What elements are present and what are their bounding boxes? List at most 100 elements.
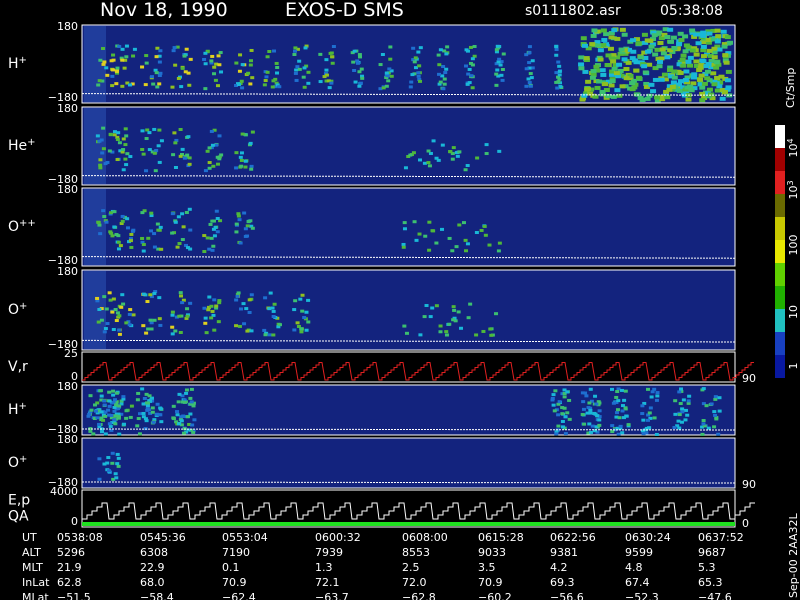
spectrum-cell [247, 310, 252, 314]
spectrum-cell [144, 61, 149, 65]
spectrum-cell [647, 411, 652, 415]
spectrum-cell [191, 401, 196, 405]
date: Nov 18, 1990 [100, 0, 228, 21]
spectrum-cell [96, 409, 101, 413]
spectrum-cell [183, 243, 188, 247]
spectrum-cell [692, 48, 699, 53]
spectrum-cell [116, 131, 121, 135]
spectrum-cell [157, 60, 162, 64]
spectrum-cell [243, 133, 248, 137]
spectrum-cell [664, 55, 671, 60]
spectrum-cell [267, 49, 272, 53]
spectrum-cell [597, 409, 602, 413]
spectrum-cell [552, 409, 557, 413]
spectrum-cell [294, 78, 299, 82]
spectrum-cell [645, 418, 650, 422]
spectrum-cell [357, 70, 362, 74]
spectrum-cell [272, 49, 277, 53]
spectrum-cell [613, 428, 618, 432]
right-label: 0 [742, 517, 749, 530]
spectrum-cell [635, 41, 642, 46]
spectrum-cell [416, 71, 421, 75]
spectrum-cell [700, 33, 707, 38]
spectrum-cell [623, 406, 628, 410]
spectrum-cell [642, 40, 649, 45]
spectrum-cell [124, 321, 129, 325]
spectrum-cell [723, 60, 730, 65]
spectrum-cell [642, 70, 649, 75]
spectrum-cell [384, 84, 389, 88]
spectrum-cell [645, 49, 652, 54]
spectrum-cell [298, 297, 303, 301]
spectrum-cell [556, 60, 561, 64]
spectrum-cell [329, 81, 334, 85]
spectrum-cell [711, 62, 718, 67]
spectrum-cell [601, 37, 608, 42]
y-bottom-label: −180 [48, 476, 78, 489]
spectrum-cell [274, 61, 279, 65]
spectrum-cell [135, 398, 140, 402]
spectrum-cell [442, 82, 447, 86]
spectrum-cell [192, 418, 197, 422]
spectrum-cell [715, 62, 722, 67]
spectrum-cell [597, 418, 602, 422]
spectrum-cell [688, 88, 695, 93]
spectrum-cell [108, 424, 113, 428]
spectrum-cell [182, 156, 187, 160]
spectrum-cell [597, 423, 602, 427]
spectrum-cell [140, 240, 145, 244]
spectrum-cell [670, 80, 677, 85]
spectrum-cell [242, 322, 247, 326]
spectrum-cell [121, 148, 126, 152]
spectrum-cell [687, 55, 694, 60]
spectrum-cell [236, 214, 241, 218]
spectrum-cell [527, 66, 532, 70]
spectrum-cell [262, 83, 267, 87]
spectrum-cell [235, 293, 240, 297]
spectrum-cell [700, 63, 707, 68]
spectrum-cell [613, 71, 620, 76]
spectrum-cell [97, 477, 102, 481]
spectrum-cell [614, 415, 619, 419]
spectrum-cell [210, 54, 215, 58]
spectrum-cell [211, 227, 216, 231]
spectrum-cell [188, 412, 193, 416]
spectrum-cell [187, 422, 192, 426]
spectrum-cell [621, 48, 628, 53]
spectrum-cell [683, 418, 688, 422]
spectrum-cell [141, 411, 146, 415]
spectrum-cell [327, 86, 332, 90]
spectrum-cell [596, 79, 603, 84]
spectrum-cell [155, 85, 160, 89]
row-value: 8553 [402, 546, 430, 559]
spectrum-cell [612, 63, 619, 68]
spectrum-cell [616, 387, 621, 391]
spectrum-cell [443, 71, 448, 75]
spectrum-cell [652, 52, 659, 57]
spectrum-cell [129, 232, 134, 236]
spectrum-cell [712, 410, 717, 414]
spectrum-cell [717, 396, 722, 400]
spectrum-cell [202, 250, 207, 254]
spectrum-cell [720, 29, 727, 34]
spectrum-cell [115, 452, 120, 456]
spectrum-cell [682, 49, 689, 54]
spectrum-cell [152, 318, 157, 322]
spectrum-cell [527, 45, 532, 49]
spectrum-cell [107, 404, 112, 408]
spectrum-cell [699, 91, 706, 96]
row-value: 69.3 [550, 576, 575, 589]
spectrum-cell [97, 307, 102, 311]
spectrum-cell [156, 228, 161, 232]
spectrum-cell [101, 147, 106, 151]
spectrum-cell [662, 27, 669, 32]
spectrum-cell [102, 60, 107, 64]
spectrum-cell [603, 32, 610, 37]
spectrum-cell [673, 399, 678, 403]
spectrum-cell [644, 426, 649, 430]
spectrum-cell [409, 80, 414, 84]
spectrum-cell [158, 407, 163, 411]
spectrum-cell [191, 429, 196, 433]
row-value: 4.8 [625, 561, 643, 574]
spectrum-cell [609, 69, 616, 74]
